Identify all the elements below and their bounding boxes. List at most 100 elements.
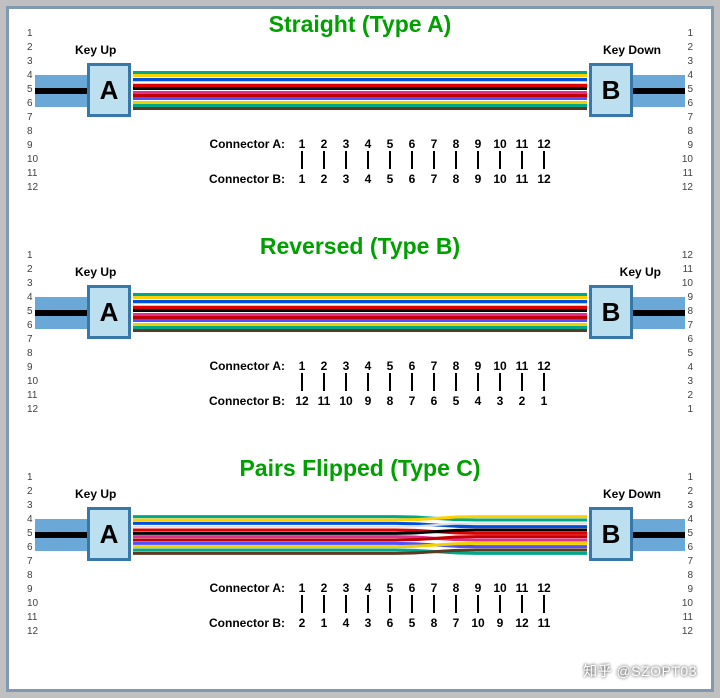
pin-bar-icon (313, 373, 335, 394)
pin-a: 3 (335, 137, 357, 151)
pin-b: 6 (379, 616, 401, 630)
pin-bar-icon (533, 151, 555, 172)
pin-a: 8 (445, 359, 467, 373)
diagram-frame: Straight (Type A)12345678910111212345678… (6, 6, 714, 692)
pin-bar-icon (533, 373, 555, 394)
pin-b: 12 (511, 616, 533, 630)
pin-bar-icon (379, 373, 401, 394)
pin-a: 11 (511, 581, 533, 595)
pin-a: 2 (313, 581, 335, 595)
trunk-right (629, 297, 685, 329)
pin-b: 2 (313, 172, 335, 186)
pin-a: 5 (379, 581, 401, 595)
pin-b: 11 (511, 172, 533, 186)
pin-a: 4 (357, 581, 379, 595)
pin-b: 10 (335, 394, 357, 408)
pin-bar-icon (489, 151, 511, 172)
connector-a: A (87, 507, 131, 561)
fiber-bundle (133, 293, 587, 333)
pin-b: 9 (357, 394, 379, 408)
pin-bar-icon (357, 595, 379, 616)
pin-bar-icon (379, 151, 401, 172)
pin-bar-icon (445, 151, 467, 172)
pin-b: 5 (401, 616, 423, 630)
pin-a: 7 (423, 581, 445, 595)
pin-a: 8 (445, 581, 467, 595)
pin-a: 1 (291, 359, 313, 373)
key-label-left: Key Up (75, 43, 116, 57)
pin-b: 6 (423, 394, 445, 408)
pin-bar-icon (423, 373, 445, 394)
pin-map: Connector A:123456789101112Connector B:1… (9, 359, 711, 408)
pin-b: 9 (467, 172, 489, 186)
pin-a: 3 (335, 359, 357, 373)
panel-title: Reversed (Type B) (9, 233, 711, 260)
pin-map: Connector A:123456789101112Connector B:2… (9, 581, 711, 630)
pin-b: 12 (291, 394, 313, 408)
pin-a: 8 (445, 137, 467, 151)
pin-bar-icon (489, 373, 511, 394)
pin-bar-icon (401, 373, 423, 394)
pin-a: 4 (357, 137, 379, 151)
pin-b: 8 (445, 172, 467, 186)
pin-bar-icon (313, 151, 335, 172)
pin-bar-icon (291, 151, 313, 172)
pin-b: 5 (445, 394, 467, 408)
pin-bar-icon (423, 151, 445, 172)
pin-b: 8 (379, 394, 401, 408)
pin-bar-icon (357, 151, 379, 172)
cable-type-panel: Reversed (Type B)12345678910111212111098… (9, 231, 711, 456)
pin-bar-icon (291, 373, 313, 394)
connector-a: A (87, 63, 131, 117)
pin-a: 12 (533, 359, 555, 373)
pin-b: 4 (467, 394, 489, 408)
pin-a: 6 (401, 359, 423, 373)
pin-bar-icon (511, 595, 533, 616)
pin-b: 10 (467, 616, 489, 630)
pin-a: 2 (313, 137, 335, 151)
pin-a: 7 (423, 137, 445, 151)
pin-b: 5 (379, 172, 401, 186)
pin-a: 1 (291, 581, 313, 595)
pinmap-label-b: Connector B: (165, 616, 285, 630)
pin-a: 9 (467, 581, 489, 595)
pin-bar-icon (313, 595, 335, 616)
pin-bar-icon (467, 373, 489, 394)
pin-b: 4 (335, 616, 357, 630)
pin-b: 3 (489, 394, 511, 408)
pin-b: 9 (489, 616, 511, 630)
pinmap-label-b: Connector B: (165, 394, 285, 408)
cable-area: AB (35, 505, 685, 565)
pin-a: 1 (291, 137, 313, 151)
pinmap-label-b: Connector B: (165, 172, 285, 186)
pin-b: 1 (533, 394, 555, 408)
pin-b: 4 (357, 172, 379, 186)
pin-a: 12 (533, 581, 555, 595)
fiber-bundle (133, 515, 587, 555)
pin-bar-icon (511, 373, 533, 394)
pin-bar-icon (335, 151, 357, 172)
connector-b: B (589, 285, 633, 339)
pin-bar-icon (401, 151, 423, 172)
pin-bar-icon (379, 595, 401, 616)
pin-bar-icon (489, 595, 511, 616)
pin-bar-icon (533, 595, 555, 616)
pin-b: 10 (489, 172, 511, 186)
panel-title: Straight (Type A) (9, 11, 711, 38)
pin-a: 10 (489, 137, 511, 151)
panel-title: Pairs Flipped (Type C) (9, 455, 711, 482)
pin-a: 9 (467, 137, 489, 151)
pin-bar-icon (357, 373, 379, 394)
pin-b: 6 (401, 172, 423, 186)
pin-b: 2 (511, 394, 533, 408)
pin-a: 3 (335, 581, 357, 595)
pin-a: 6 (401, 581, 423, 595)
pin-bar-icon (335, 373, 357, 394)
connector-a: A (87, 285, 131, 339)
pin-bar-icon (401, 595, 423, 616)
pin-a: 11 (511, 359, 533, 373)
pin-a: 5 (379, 359, 401, 373)
fiber-strand (133, 107, 587, 110)
pin-b: 7 (401, 394, 423, 408)
pin-b: 7 (445, 616, 467, 630)
